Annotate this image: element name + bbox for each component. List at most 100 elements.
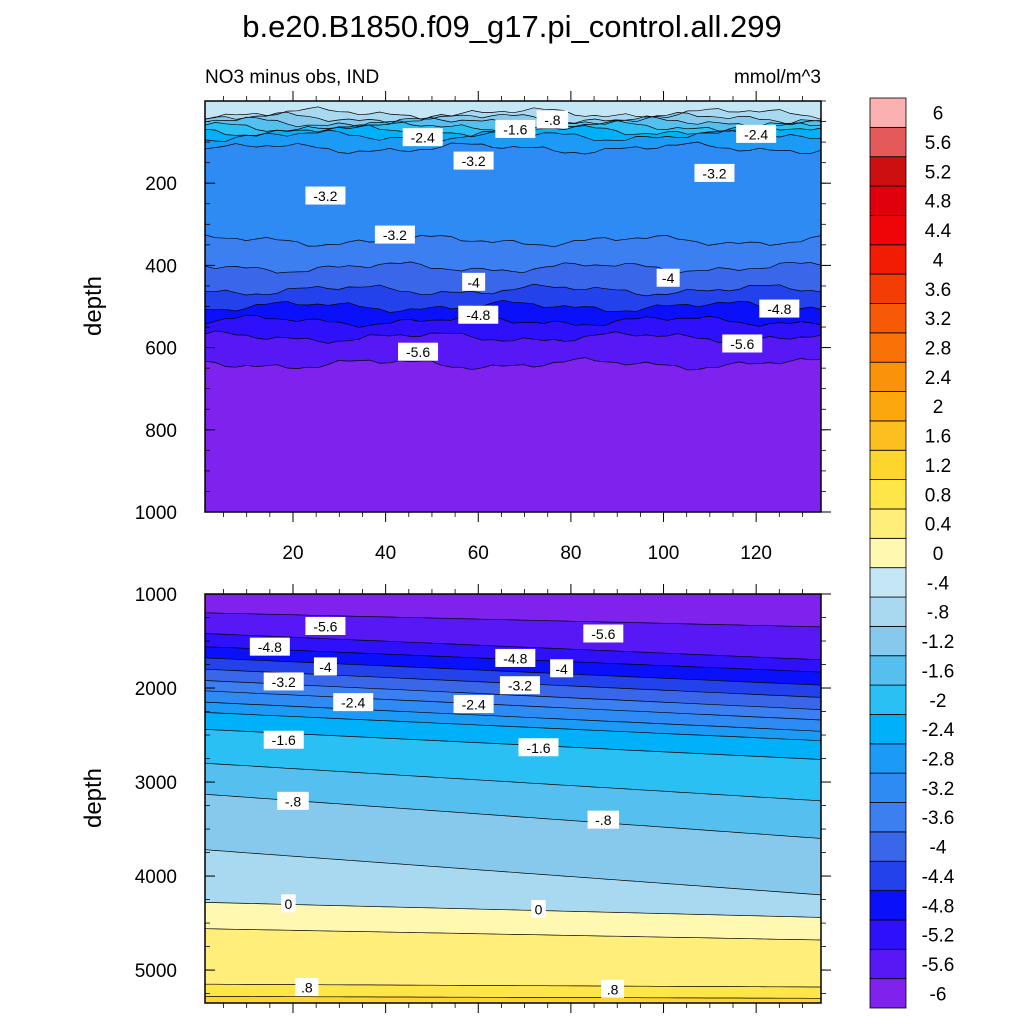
bot-band	[205, 902, 821, 940]
colorbar-label: 2.8	[925, 339, 951, 360]
y-tick-label: 200	[145, 174, 177, 195]
contour-label-text: -4	[467, 274, 480, 290]
top-band	[205, 101, 821, 120]
bot-contour-line	[204, 849, 822, 896]
contour-label-text: -3.2	[462, 153, 486, 169]
colorbar-label: 0.4	[925, 515, 952, 536]
bot-contour-label: -3.2	[499, 676, 540, 695]
colorbar-box	[869, 860, 907, 891]
top-contour-label: -4.8	[759, 299, 800, 318]
bot-contour-label: .8	[601, 979, 625, 998]
contour-label-text: -4.8	[258, 639, 282, 655]
colorbar-box	[869, 156, 907, 187]
top-contour-label: -3.2	[694, 163, 735, 182]
contour-label-bg	[694, 163, 735, 182]
bottom-panel-contour-labels: -5.6 -5.6 -4.8 -4.8 -4 -4 -3.2 -3.2 -2.4 -2.4 -1.6…	[249, 616, 625, 998]
top-contour-line	[204, 299, 822, 313]
contour-label-bg	[518, 738, 559, 757]
main-title: b.e20.B1850.f09_g17.pi_control.all.299	[242, 9, 782, 44]
top-band	[205, 300, 821, 328]
colorbar-label: 5.2	[925, 162, 951, 183]
contour-label-bg	[458, 305, 499, 324]
colorbar-label: 5.6	[925, 133, 951, 154]
top-contour-line	[204, 234, 822, 248]
colorbar-label: 2.4	[925, 368, 952, 389]
bot-band	[205, 680, 821, 720]
contour-label-bg	[295, 978, 319, 997]
colorbar-label: -5.6	[922, 955, 955, 976]
colorbar-box	[869, 919, 907, 950]
colorbar-box	[869, 978, 907, 1009]
bot-contour-label: .8	[295, 978, 319, 997]
bot-contour-label: -5.6	[583, 624, 624, 643]
bot-contour-label: -1.6	[518, 738, 559, 757]
bot-band	[205, 928, 821, 987]
top-x-axis: 20 40 60 80 100 120	[223, 91, 803, 564]
bot-band	[205, 594, 821, 627]
contour-label-text: -2.4	[411, 130, 435, 146]
colorbar-boxes	[869, 97, 907, 1009]
top-contour-line	[204, 106, 822, 120]
colorbar-label: 6	[933, 104, 944, 125]
bot-contour-label: -5.6	[305, 616, 346, 635]
top-contour-line	[204, 261, 822, 274]
subtitle-units: mmol/m^3	[734, 67, 821, 88]
contour-label-bg	[263, 672, 304, 691]
top-band	[205, 284, 821, 313]
top-panel-contour-labels: -.8 -1.6 -2.4 -2.4 -3.2 -3.2 -3.2 -3.2 -4 -4 -4.8 -…	[305, 110, 800, 361]
bot-band	[205, 849, 821, 918]
contour-label-bg	[550, 659, 574, 678]
y-tick-label: 5000	[135, 961, 177, 982]
x-tick-label: 20	[282, 543, 303, 564]
bottom-y-axis: 1000 2000 3000 4000 5000	[135, 585, 831, 994]
x-tick-label: 100	[648, 543, 680, 564]
top-contour-line	[204, 141, 822, 155]
colorbar-box	[869, 802, 907, 833]
contour-label-text: -5.6	[406, 344, 430, 360]
colorbar-box	[869, 303, 907, 334]
contour-label-text: -2.4	[744, 126, 768, 142]
colorbar-label: -4.4	[922, 867, 955, 888]
colorbar-label: -.8	[927, 603, 949, 624]
bot-contour-label: -.8	[587, 810, 620, 829]
top-contour-label: -2.4	[736, 124, 777, 143]
colorbar-box	[869, 596, 907, 627]
contour-label-bg	[453, 151, 494, 170]
contour-label-bg	[601, 979, 625, 998]
colorbar-box	[869, 126, 907, 158]
x-tick-label: 60	[468, 543, 489, 564]
colorbar-box	[869, 244, 907, 275]
colorbar-box	[869, 655, 907, 686]
top-contour-label: -4	[656, 268, 680, 287]
top-contour-label: -.8	[536, 110, 569, 129]
colorbar-label: -6	[930, 984, 947, 1005]
contour-label-text: .8	[607, 981, 619, 997]
bot-contour-line	[204, 701, 822, 732]
bot-contour-line	[204, 902, 822, 918]
y-tick-label: 800	[145, 421, 177, 442]
top-contour-label: -1.6	[495, 119, 536, 138]
colorbar-label: -3.6	[922, 808, 955, 829]
contour-label-bg	[583, 624, 624, 643]
x-tick-label: 80	[560, 543, 581, 564]
top-contour-label: -2.4	[402, 128, 443, 147]
contour-label-text: -.8	[544, 112, 561, 128]
top-band	[205, 142, 821, 247]
colorbar-label: 3.6	[925, 280, 951, 301]
contour-label-text: -5.6	[591, 626, 615, 642]
bot-contour-label: -1.6	[263, 730, 304, 749]
contour-label-text: -4.8	[466, 307, 490, 323]
bot-contour-line	[204, 762, 822, 802]
colorbar-box	[869, 273, 907, 304]
colorbar-label: 4	[933, 251, 944, 272]
bottom-panel-fills	[205, 594, 821, 1003]
contour-label-bg	[277, 791, 309, 810]
contour-label-bg	[249, 637, 290, 656]
bot-contour-line	[204, 690, 822, 721]
colorbar-box	[869, 948, 907, 980]
bottom-x-axis	[223, 584, 803, 1013]
bot-band	[205, 612, 821, 660]
top-band	[205, 330, 821, 370]
subtitle-left: NO3 minus obs, IND	[205, 67, 379, 88]
